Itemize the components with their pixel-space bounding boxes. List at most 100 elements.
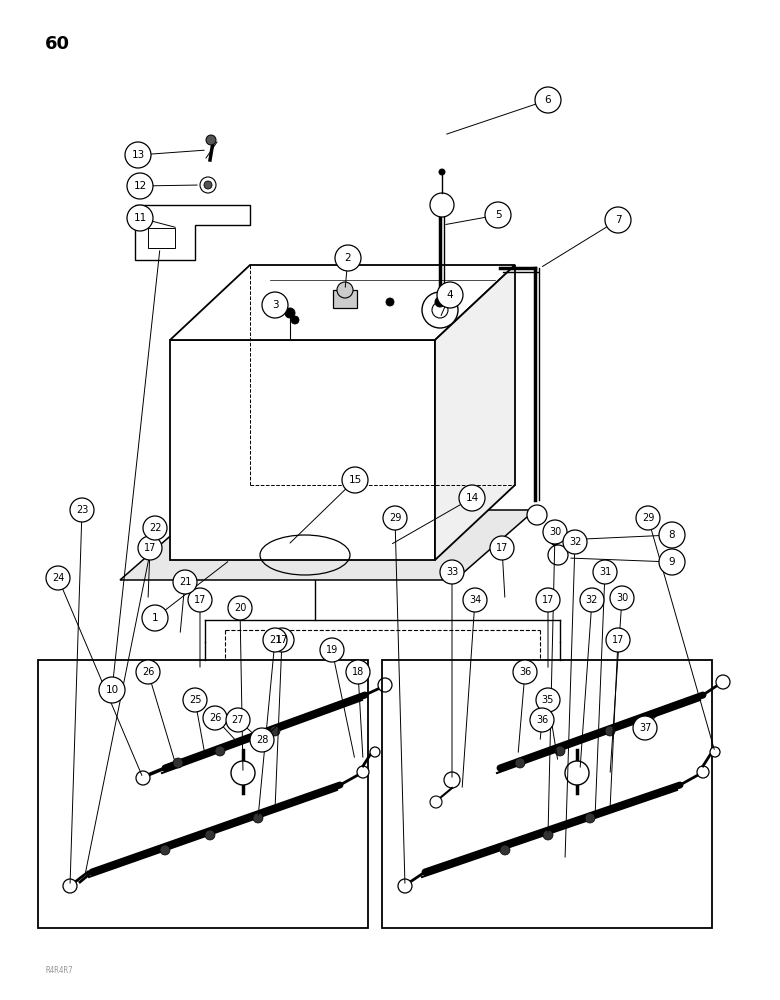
Text: 29: 29: [642, 513, 654, 523]
Text: 21: 21: [179, 577, 191, 587]
Circle shape: [490, 536, 514, 560]
Text: 7: 7: [615, 215, 622, 225]
Circle shape: [215, 746, 225, 756]
Circle shape: [206, 135, 216, 145]
Text: 26: 26: [142, 667, 154, 677]
Text: 35: 35: [542, 695, 554, 705]
Circle shape: [610, 586, 634, 610]
Text: 30: 30: [616, 593, 628, 603]
Circle shape: [565, 761, 589, 785]
Circle shape: [422, 292, 458, 328]
Text: 11: 11: [133, 213, 147, 223]
Circle shape: [659, 549, 685, 575]
Circle shape: [188, 588, 212, 612]
Circle shape: [605, 726, 615, 736]
Polygon shape: [170, 340, 435, 560]
Text: 13: 13: [131, 150, 144, 160]
Text: 12: 12: [133, 181, 147, 191]
Text: 25: 25: [189, 695, 201, 705]
Circle shape: [357, 766, 369, 778]
Text: 18: 18: [352, 667, 364, 677]
Circle shape: [231, 761, 255, 785]
Circle shape: [270, 726, 280, 736]
Circle shape: [555, 746, 565, 756]
Text: 17: 17: [496, 543, 509, 553]
Circle shape: [543, 830, 553, 840]
Circle shape: [536, 688, 560, 712]
Circle shape: [459, 485, 485, 511]
Circle shape: [515, 758, 525, 768]
Circle shape: [585, 813, 595, 823]
Circle shape: [320, 638, 344, 662]
Text: 60: 60: [45, 35, 70, 53]
Circle shape: [636, 506, 660, 530]
Text: 36: 36: [519, 667, 531, 677]
Circle shape: [697, 766, 709, 778]
Circle shape: [200, 177, 216, 193]
Circle shape: [485, 202, 511, 228]
Circle shape: [285, 308, 295, 318]
Circle shape: [136, 771, 150, 785]
Circle shape: [605, 207, 631, 233]
Circle shape: [270, 628, 294, 652]
Text: 36: 36: [536, 715, 548, 725]
Text: 27: 27: [232, 715, 244, 725]
Text: 29: 29: [388, 513, 401, 523]
Circle shape: [437, 282, 463, 308]
Circle shape: [250, 728, 274, 752]
Circle shape: [548, 545, 568, 565]
Circle shape: [439, 169, 445, 175]
Circle shape: [63, 879, 77, 893]
Circle shape: [228, 596, 252, 620]
Circle shape: [398, 879, 412, 893]
Text: 8: 8: [668, 530, 675, 540]
Circle shape: [432, 302, 448, 318]
Text: 26: 26: [209, 713, 222, 723]
Circle shape: [535, 87, 561, 113]
Text: 34: 34: [469, 595, 481, 605]
Polygon shape: [135, 205, 250, 260]
Circle shape: [378, 678, 392, 692]
Polygon shape: [333, 290, 357, 308]
Circle shape: [337, 282, 353, 298]
Text: 4: 4: [447, 290, 453, 300]
Circle shape: [716, 675, 730, 689]
Circle shape: [383, 506, 407, 530]
Circle shape: [335, 245, 361, 271]
Polygon shape: [170, 265, 515, 340]
Circle shape: [138, 536, 162, 560]
Circle shape: [536, 588, 560, 612]
Circle shape: [550, 535, 560, 545]
Circle shape: [253, 813, 263, 823]
Circle shape: [46, 566, 70, 590]
Text: 17: 17: [276, 635, 288, 645]
Circle shape: [346, 660, 370, 684]
Text: 14: 14: [466, 493, 479, 503]
Circle shape: [527, 505, 547, 525]
Circle shape: [183, 688, 207, 712]
Circle shape: [500, 845, 510, 855]
Text: 3: 3: [271, 300, 278, 310]
Circle shape: [203, 706, 227, 730]
Text: 6: 6: [544, 95, 551, 105]
Text: 2: 2: [345, 253, 351, 263]
Circle shape: [440, 560, 464, 584]
Circle shape: [160, 845, 170, 855]
Polygon shape: [435, 265, 515, 560]
Circle shape: [430, 796, 442, 808]
Circle shape: [563, 530, 587, 554]
Text: 1: 1: [151, 613, 158, 623]
Circle shape: [99, 677, 125, 703]
Circle shape: [659, 522, 685, 548]
Text: 31: 31: [599, 567, 611, 577]
Text: 22: 22: [149, 523, 161, 533]
Circle shape: [543, 520, 567, 544]
Circle shape: [593, 560, 617, 584]
Circle shape: [226, 708, 250, 732]
Text: 23: 23: [76, 505, 88, 515]
Circle shape: [291, 316, 299, 324]
Circle shape: [386, 298, 394, 306]
Text: 21: 21: [269, 635, 281, 645]
Circle shape: [136, 660, 160, 684]
Circle shape: [263, 628, 287, 652]
